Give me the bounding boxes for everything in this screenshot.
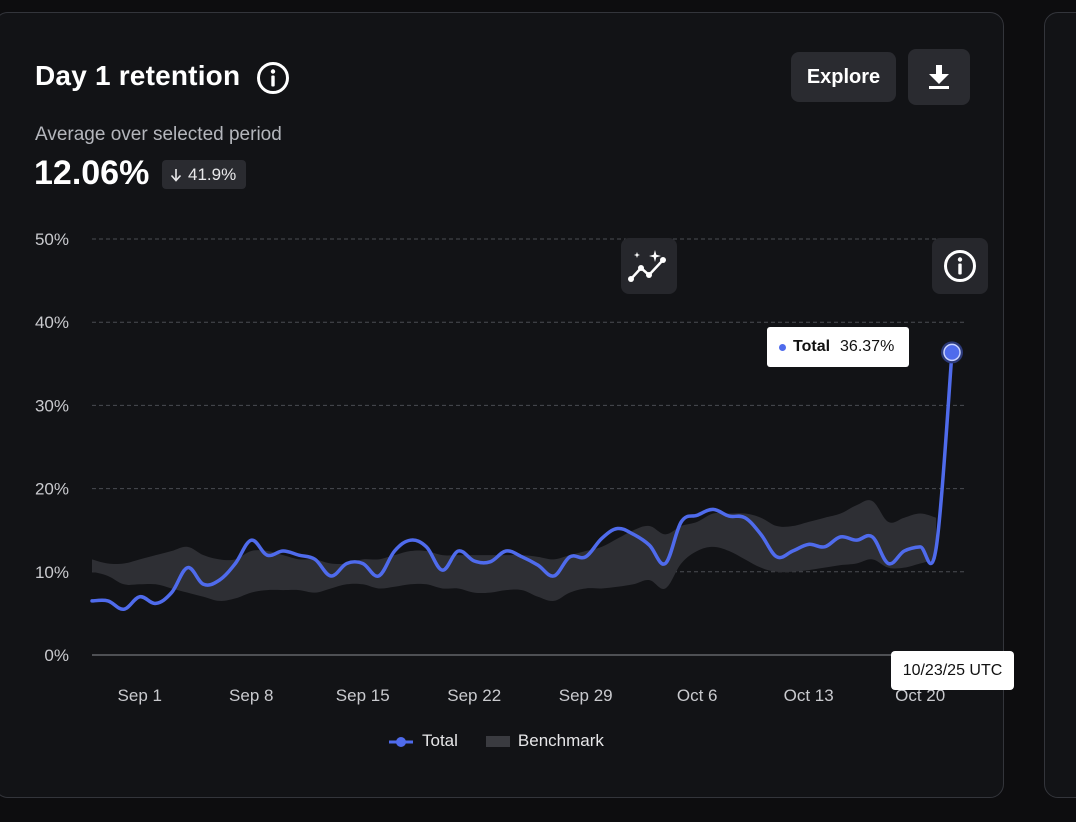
y-tick-label: 50% [35, 230, 69, 249]
explore-button[interactable]: Explore [791, 52, 896, 102]
y-tick-label: 40% [35, 313, 69, 332]
x-tick-label: Sep 22 [447, 686, 501, 705]
y-tick-label: 30% [35, 396, 69, 415]
period-subtitle: Average over selected period [35, 124, 282, 145]
legend-benchmark-label: Benchmark [517, 731, 604, 750]
total-line-layer [90, 341, 963, 611]
x-axis-ticks: Sep 1 Sep 8 Sep 15 Sep 22 Sep 29 Oct 6 Oct 13 O… [118, 686, 946, 705]
download-icon [929, 65, 949, 89]
x-tick-label: Oct 6 [677, 686, 718, 705]
y-tick-label: 10% [35, 563, 69, 582]
insights-button[interactable] [621, 238, 677, 294]
x-tick-label: Sep 29 [559, 686, 613, 705]
x-tick-label: Oct 13 [784, 686, 834, 705]
legend-item-total[interactable]: Total [388, 731, 458, 751]
legend-item-benchmark[interactable]: Benchmark [458, 731, 604, 751]
highlight-point [943, 343, 961, 362]
x-tick-label: Sep 8 [229, 686, 273, 705]
card-title: Day 1 retention [35, 60, 241, 91]
total-series-line [90, 350, 954, 611]
x-tick-label: Sep 1 [118, 686, 162, 705]
chart-info-button[interactable] [932, 238, 988, 294]
tooltip-series: Total [793, 338, 831, 355]
series-color-dot [779, 343, 786, 351]
data-tooltip: Total 36.37% [767, 327, 909, 367]
legend-total-label: Total [422, 731, 458, 750]
legend-total-swatch [388, 734, 414, 748]
info-icon[interactable] [256, 61, 290, 95]
y-axis-ticks: 0% 10% 20% 30% 40% 50% [35, 230, 69, 665]
tooltip-value: 36.37% [840, 338, 895, 355]
delta-badge: 41.9% [162, 160, 247, 189]
delta-value: 41.9% [188, 164, 237, 184]
legend-benchmark-swatch [485, 735, 510, 747]
x-tick-label: Sep 15 [336, 686, 390, 705]
adjacent-card [1044, 12, 1076, 798]
average-value: 12.06% [34, 154, 150, 192]
arrow-down-icon [170, 168, 182, 182]
info-icon [944, 250, 976, 282]
hover-date-label: 10/23/25 UTC [891, 651, 1014, 690]
benchmark-band-layer [92, 500, 937, 602]
benchmark-band [92, 500, 937, 602]
y-tick-label: 20% [35, 480, 69, 499]
download-button[interactable] [908, 49, 970, 105]
sparkle-trend-icon [628, 250, 666, 282]
x-tick-label: Oct 20 [895, 686, 945, 705]
y-tick-label: 0% [44, 646, 69, 665]
chart-legend: Total Benchmark [388, 731, 604, 751]
